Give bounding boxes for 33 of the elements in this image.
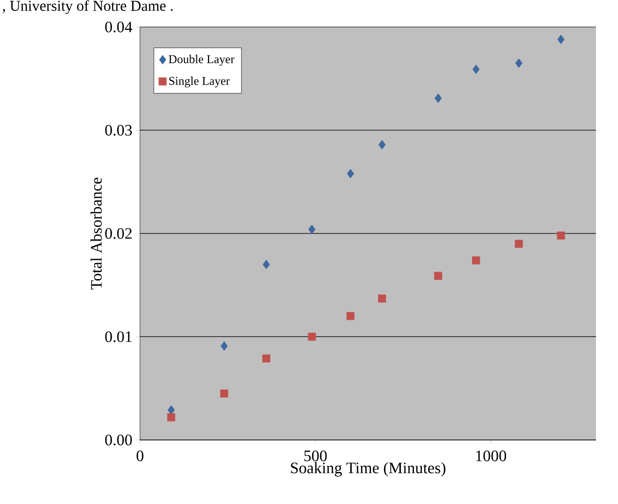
y-axis-title: Total Absorbance (90, 178, 102, 290)
x-tick-label: 500 (304, 450, 327, 462)
point (308, 224, 316, 234)
point (378, 140, 386, 150)
legend-label: Double Layer (168, 54, 234, 66)
point (378, 294, 386, 303)
point (472, 64, 480, 74)
point (262, 260, 270, 270)
point (346, 168, 354, 178)
x-axis-title: Soaking Time (Minutes) (290, 462, 446, 477)
point (515, 58, 522, 68)
point (472, 256, 480, 264)
point (514, 240, 523, 248)
point (308, 332, 316, 341)
point (346, 312, 354, 320)
point (262, 354, 270, 362)
y-tick-label: 0.02 (105, 228, 132, 239)
point (167, 413, 176, 422)
point (434, 272, 442, 280)
x-tick-label: 0 (136, 450, 144, 462)
y-tick-label: 0.04 (105, 22, 132, 32)
legend-label: Single Layer (169, 76, 230, 88)
point (434, 94, 442, 103)
y-tick-label: 0.01 (105, 331, 132, 342)
point (220, 341, 228, 351)
x-tick-label: 1000 (476, 450, 506, 462)
point (557, 34, 564, 44)
point (556, 232, 565, 240)
text: , University of Notre Dame . (2, 0, 173, 14)
point (220, 390, 228, 398)
point (168, 405, 175, 415)
y-tick-label: 0.00 (105, 434, 132, 446)
y-tick-label: 0.03 (105, 124, 132, 136)
